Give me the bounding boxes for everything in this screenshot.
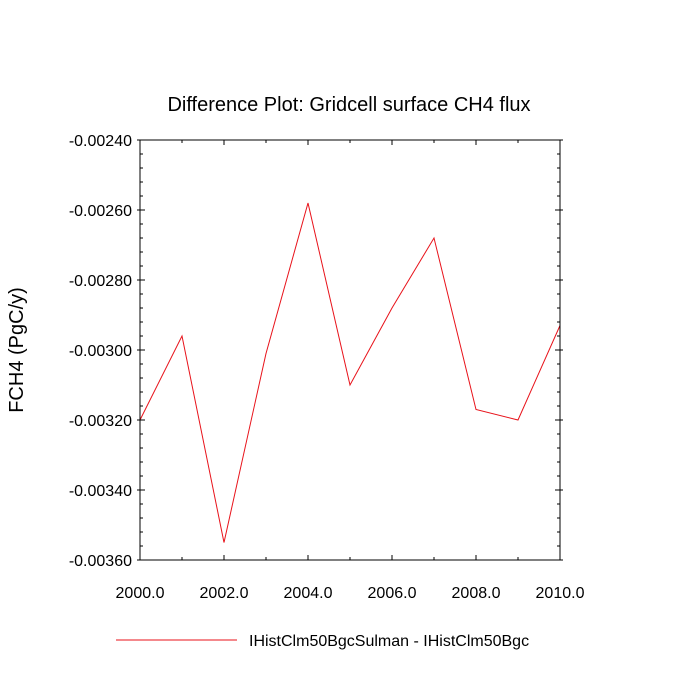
axis-ticks [137, 139, 563, 561]
y-tick-label: -0.00360 [69, 553, 132, 570]
x-tick-label: 2008.0 [452, 585, 501, 602]
y-tick-label: -0.00320 [69, 413, 132, 430]
legend-label: IHistClm50BgcSulman - IHistClm50Bgc [249, 633, 529, 650]
x-tick-label: 2006.0 [368, 585, 417, 602]
y-tick-label: -0.00340 [69, 483, 132, 500]
y-axis-label: FCH4 (PgC/y) [6, 287, 28, 413]
y-tick-label: -0.00240 [69, 133, 132, 150]
x-tick-label: 2004.0 [284, 585, 333, 602]
chart-title: Difference Plot: Gridcell surface CH4 fl… [167, 94, 530, 116]
x-tick-label: 2002.0 [200, 585, 249, 602]
y-tick-label: -0.00280 [69, 273, 132, 290]
plot-frame [139, 139, 561, 561]
legend: IHistClm50BgcSulman - IHistClm50Bgc [116, 633, 529, 650]
series-line [139, 202, 561, 543]
x-tick-label: 2000.0 [116, 585, 165, 602]
series-lines [139, 202, 561, 543]
y-tick-labels: -0.00240 -0.00260 -0.00280 -0.00300 -0.00320… [69, 133, 132, 570]
y-tick-label: -0.00300 [69, 343, 132, 360]
x-tick-labels: 2000.0 2002.0 2004.0 2006.0 2008.0 2010.0 [116, 585, 585, 602]
x-tick-label: 2010.0 [536, 585, 585, 602]
y-tick-label: -0.00260 [69, 203, 132, 220]
